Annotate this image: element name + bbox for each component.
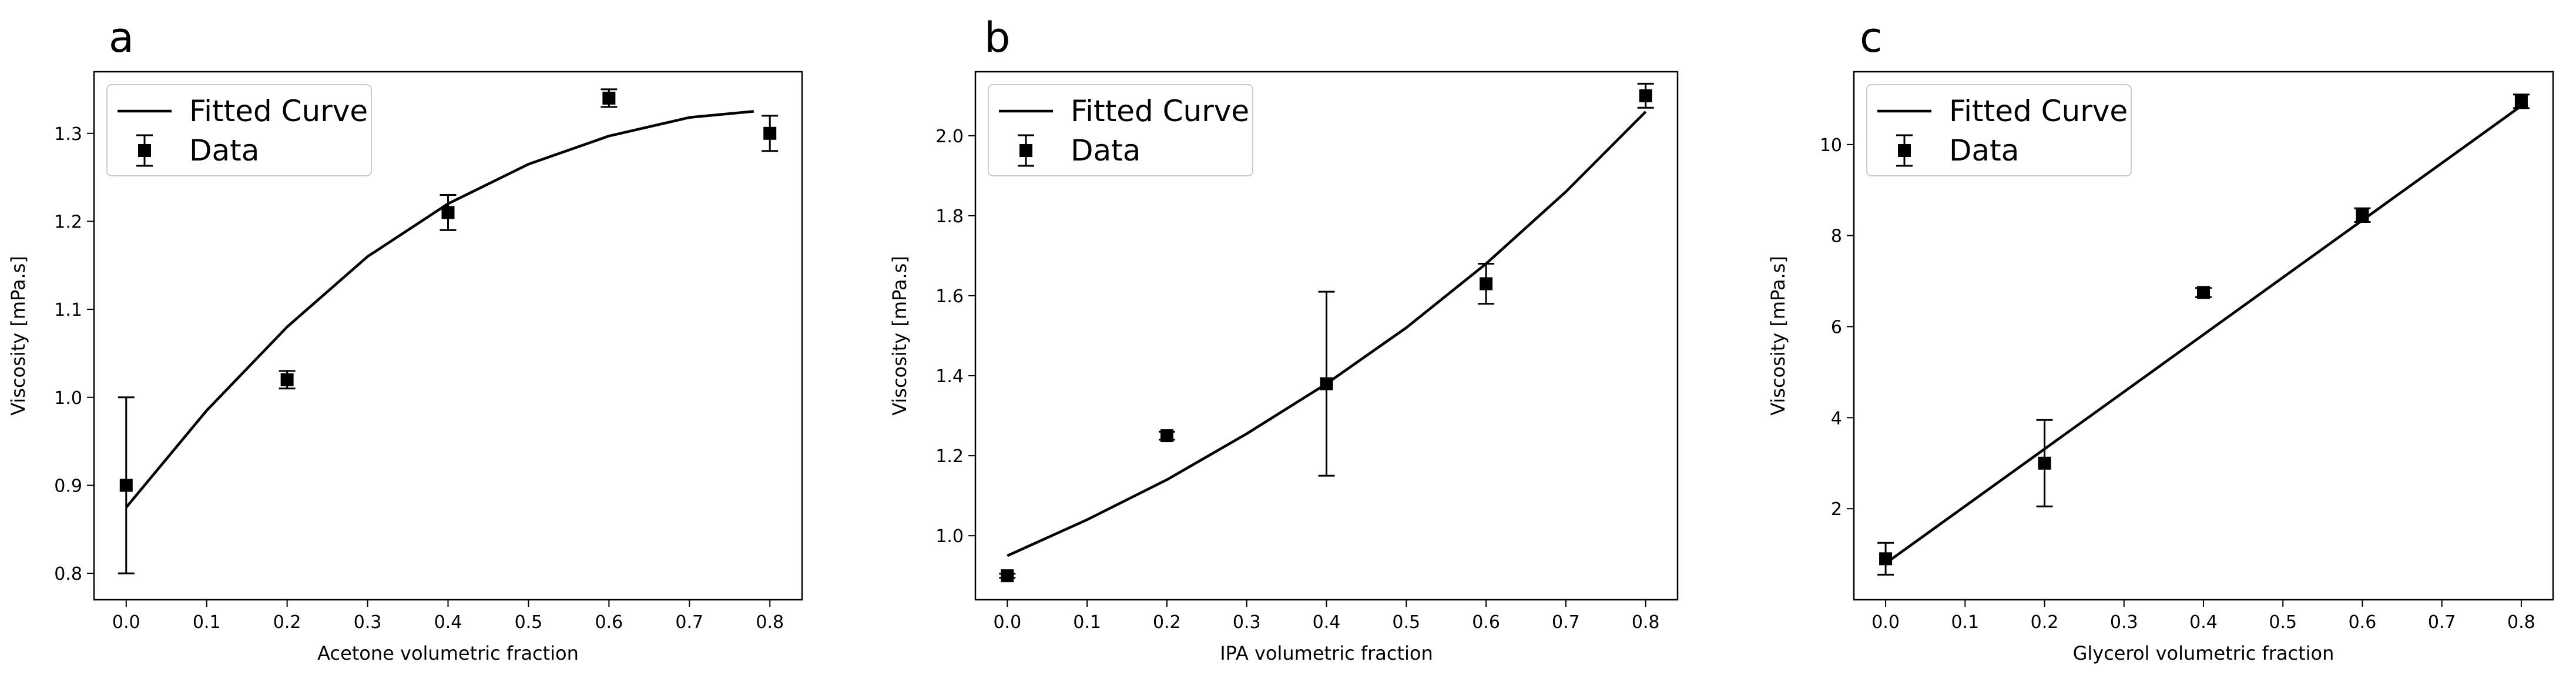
y-tick-label: 10 bbox=[1820, 135, 1842, 156]
data-point bbox=[601, 88, 618, 108]
y-tick-label: 8 bbox=[1831, 226, 1842, 247]
legend-data-label: Data bbox=[1071, 133, 1141, 168]
fitted-curve-line bbox=[1007, 111, 1647, 557]
data-marker bbox=[2038, 456, 2051, 470]
y-tick-label: 4 bbox=[1831, 408, 1842, 429]
x-tick-label: 0.1 bbox=[193, 612, 221, 633]
legend-curve-label: Fitted Curve bbox=[1949, 94, 2128, 128]
y-axis-label: Viscosity [mPa.s] bbox=[7, 256, 29, 416]
data-point bbox=[2195, 286, 2212, 299]
legend-marker-swatch bbox=[1898, 144, 1911, 157]
y-tick-label: 2.0 bbox=[935, 126, 964, 147]
x-tick-label: 0.8 bbox=[756, 612, 784, 633]
data-point bbox=[999, 569, 1016, 583]
y-tick-label: 1.2 bbox=[935, 446, 964, 467]
x-tick-label: 0.6 bbox=[2349, 612, 2377, 633]
x-tick-label: 0.1 bbox=[1073, 612, 1101, 633]
y-tick-label: 6 bbox=[1831, 318, 1842, 338]
x-tick-label: 0.4 bbox=[1313, 612, 1341, 633]
legend-curve-label: Fitted Curve bbox=[1071, 94, 1249, 128]
y-tick-label: 1.8 bbox=[935, 206, 964, 227]
x-tick-label: 0.0 bbox=[112, 612, 140, 633]
legend-box bbox=[1866, 84, 2132, 176]
x-axis-label: Acetone volumetric fraction bbox=[317, 642, 579, 664]
data-marker bbox=[2197, 286, 2210, 299]
chart-panel-b: b 0.0 0.1 0.2 0.3 0.4 0.5 0.6 0.7 0.8 1.0 1.2 1.4 1.6… bbox=[888, 14, 1679, 664]
data-marker bbox=[1160, 429, 1173, 443]
data-marker bbox=[1639, 89, 1652, 102]
data-marker bbox=[1480, 277, 1493, 290]
data-point bbox=[279, 370, 296, 390]
panel-label: a bbox=[109, 14, 134, 62]
chart-panel-a: a 0.0 0.1 0.2 0.3 0.4 0.5 0.6 0.7 0.8 0.8 0.9 1.0 1.1… bbox=[7, 14, 803, 664]
y-axis-label: Viscosity [mPa.s] bbox=[888, 256, 911, 416]
x-tick-label: 0.5 bbox=[2269, 612, 2297, 633]
data-point bbox=[2036, 419, 2053, 507]
y-tick-label: 1.0 bbox=[54, 388, 82, 409]
x-tick-label: 0.3 bbox=[1233, 612, 1261, 633]
y-tick-label: 0.9 bbox=[54, 476, 82, 496]
x-tick-label: 0.0 bbox=[993, 612, 1021, 633]
data-point bbox=[762, 115, 779, 152]
y-tick-label: 1.0 bbox=[935, 526, 964, 547]
y-tick-label: 1.2 bbox=[54, 212, 82, 232]
panel-label: b bbox=[984, 14, 1010, 62]
x-tick-label: 0.2 bbox=[1153, 612, 1181, 633]
y-tick-label: 1.3 bbox=[54, 124, 82, 145]
legend-box bbox=[106, 84, 372, 176]
data-marker bbox=[2514, 95, 2528, 108]
data-marker bbox=[602, 91, 616, 105]
legend-curve-label: Fitted Curve bbox=[189, 94, 368, 128]
x-tick-label: 0.3 bbox=[2110, 612, 2138, 633]
x-tick-label: 0.4 bbox=[2189, 612, 2218, 633]
data-point bbox=[118, 396, 135, 574]
legend: Fitted Curve Data bbox=[1866, 84, 2132, 176]
data-point bbox=[2513, 93, 2530, 109]
y-axis-label: Viscosity [mPa.s] bbox=[1767, 256, 1789, 416]
legend: Fitted Curve Data bbox=[106, 84, 372, 176]
y-tick-label: 1.4 bbox=[935, 366, 964, 387]
x-tick-label: 0.8 bbox=[1632, 612, 1660, 633]
x-tick-label: 0.8 bbox=[2507, 612, 2535, 633]
y-tick-label: 0.8 bbox=[54, 564, 82, 584]
data-marker bbox=[280, 373, 294, 386]
x-tick-label: 0.0 bbox=[1871, 612, 1900, 633]
legend-marker-swatch bbox=[1019, 144, 1032, 157]
data-marker bbox=[763, 126, 777, 140]
data-marker bbox=[119, 479, 133, 492]
x-tick-label: 0.7 bbox=[1552, 612, 1580, 633]
x-tick-label: 0.6 bbox=[1472, 612, 1500, 633]
x-axis-label: IPA volumetric fraction bbox=[1220, 642, 1433, 664]
y-tick-label: 1.1 bbox=[54, 300, 82, 320]
fitted-curve-line bbox=[1884, 105, 2523, 564]
x-tick-label: 0.7 bbox=[675, 612, 703, 633]
x-tick-label: 0.7 bbox=[2428, 612, 2456, 633]
x-tick-label: 0.1 bbox=[1951, 612, 1979, 633]
fitted-curve-line bbox=[125, 110, 754, 509]
x-tick-label: 0.6 bbox=[595, 612, 623, 633]
legend-box bbox=[988, 84, 1253, 176]
x-tick-label: 0.5 bbox=[1392, 612, 1420, 633]
panel-label: c bbox=[1860, 14, 1883, 62]
legend-marker-swatch bbox=[138, 144, 151, 157]
x-tick-label: 0.2 bbox=[2031, 612, 2059, 633]
x-axis-label: Glycerol volumetric fraction bbox=[2073, 642, 2334, 664]
data-marker bbox=[441, 206, 455, 219]
y-tick-label: 2 bbox=[1831, 499, 1842, 520]
x-tick-label: 0.3 bbox=[354, 612, 382, 633]
data-point bbox=[1158, 429, 1175, 443]
x-tick-label: 0.5 bbox=[515, 612, 543, 633]
data-point bbox=[440, 194, 457, 231]
legend-data-label: Data bbox=[189, 133, 259, 168]
x-tick-label: 0.2 bbox=[273, 612, 301, 633]
x-tick-label: 0.4 bbox=[434, 612, 462, 633]
y-tick-label: 1.6 bbox=[935, 286, 964, 307]
legend: Fitted Curve Data bbox=[988, 84, 1253, 176]
data-marker bbox=[1001, 569, 1014, 583]
chart-panel-c: c 0.0 0.1 0.2 0.3 0.4 0.5 0.6 0.7 0.8 2 4 6 8 10 Glycer… bbox=[1767, 14, 2554, 664]
legend-data-label: Data bbox=[1949, 133, 2019, 168]
data-point bbox=[1637, 82, 1654, 109]
